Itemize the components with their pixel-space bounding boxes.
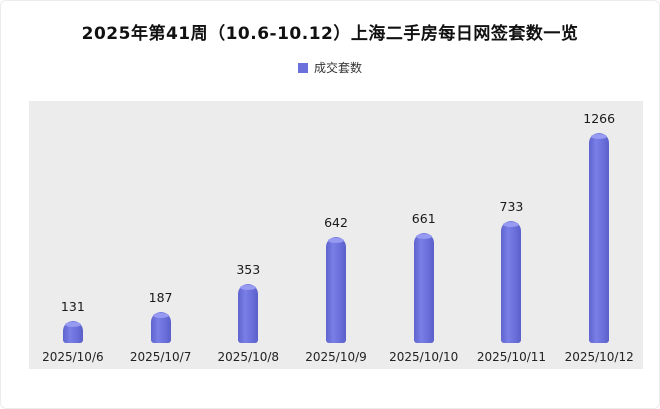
bar-value-label: 353: [236, 262, 261, 277]
bar-value-label: 131: [60, 299, 85, 314]
bar-chart: 131 2025/10/6 187 2025/10/7 353 2025/10/8 642 2…: [29, 101, 643, 369]
bar: [238, 284, 259, 343]
x-axis-label: 2025/10/11: [476, 350, 547, 364]
x-axis-label: 2025/10/12: [564, 350, 634, 364]
legend: 成交套数: [1, 59, 659, 76]
legend-swatch-icon: [297, 62, 308, 73]
chart-column: 131 2025/10/6: [29, 101, 117, 369]
chart-column: 187 2025/10/7: [117, 101, 205, 369]
bar: [413, 233, 434, 343]
bar: [501, 221, 522, 343]
x-axis-label: 2025/10/6: [42, 350, 104, 364]
bar-value-label: 661: [411, 211, 436, 226]
chart-column: 661 2025/10/10: [380, 101, 468, 369]
bar-value-label: 187: [148, 290, 173, 305]
x-axis-label: 2025/10/8: [217, 350, 280, 364]
bar-value-label: 1266: [583, 111, 616, 126]
x-axis-label: 2025/10/9: [305, 350, 367, 364]
chart-title: 2025年第41周（10.6-10.12）上海二手房每日网签套数一览: [81, 24, 579, 44]
bar: [589, 133, 610, 343]
x-axis-label: 2025/10/10: [389, 350, 459, 364]
x-axis-label: 2025/10/7: [129, 350, 192, 364]
chart-column: 1266 2025/10/12: [555, 101, 643, 369]
bar: [326, 237, 347, 343]
chart-column: 733 2025/10/11: [468, 101, 556, 369]
chart-column: 642 2025/10/9: [292, 101, 380, 369]
bar: [62, 321, 83, 343]
bar-value-label: 733: [499, 199, 524, 214]
chart-column: 353 2025/10/8: [204, 101, 292, 369]
bar: [150, 312, 171, 343]
legend-label: 成交套数: [313, 61, 362, 75]
bar-value-label: 642: [324, 215, 348, 230]
